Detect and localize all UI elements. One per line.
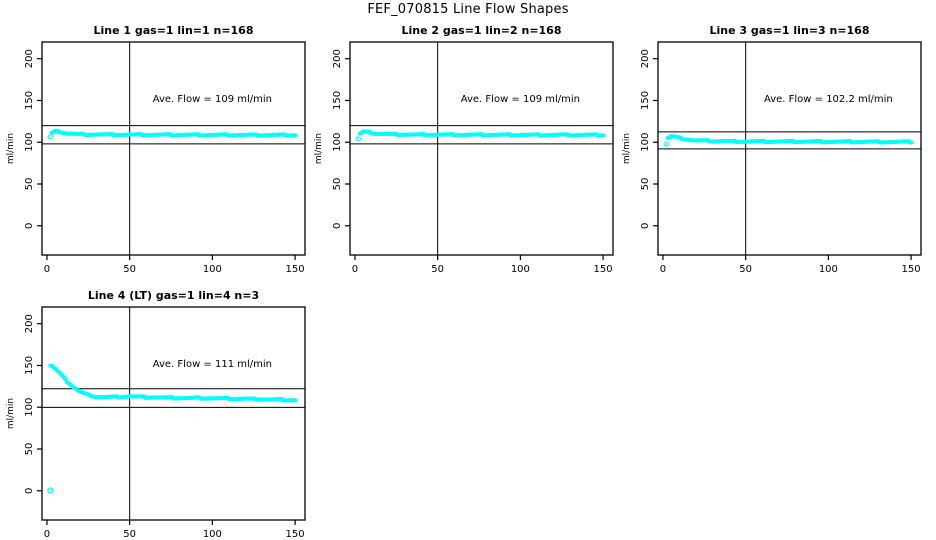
data-point	[293, 133, 298, 138]
y-tick-label: 50	[640, 178, 651, 191]
subplot-3: Line 3 gas=1 lin=3 n=168 0 50 100 150 0 50 100 1…	[616, 20, 926, 287]
subplot-title: Line 3 gas=1 lin=3 n=168	[709, 24, 869, 37]
x-tick-label: 100	[203, 264, 222, 275]
subplot-4: Line 4 (LT) gas=1 lin=4 n=3 0 50 100 150 0 50 1…	[0, 285, 310, 540]
data-point	[293, 398, 298, 403]
ave-flow-annotation: Ave. Flow = 102.2 ml/min	[764, 94, 893, 105]
ave-flow-annotation: Ave. Flow = 109 ml/min	[461, 94, 580, 105]
x-tick-label: 50	[739, 264, 752, 275]
subplot-title: Line 2 gas=1 lin=2 n=168	[401, 24, 561, 37]
y-axis-label: ml/min	[622, 133, 632, 164]
y-axis-label: ml/min	[314, 133, 324, 164]
plot-box	[41, 306, 306, 521]
data-point	[47, 134, 53, 140]
x-tick-label: 0	[352, 264, 358, 275]
y-tick-label: 100	[24, 398, 35, 417]
y-tick-label: 200	[24, 49, 35, 68]
x-tick-label: 100	[819, 264, 838, 275]
plot-box	[657, 41, 922, 256]
ave-flow-annotation: Ave. Flow = 109 ml/min	[153, 94, 272, 105]
figure-title: FEF_070815 Line Flow Shapes	[367, 2, 569, 17]
y-tick-label: 100	[640, 133, 651, 152]
y-tick-label: 0	[24, 223, 35, 229]
subplot-title: Line 1 gas=1 lin=1 n=168	[93, 24, 253, 37]
y-tick-label: 50	[24, 443, 35, 456]
subplot-1: Line 1 gas=1 lin=1 n=168 0 50 100 150 0 50 100 1…	[0, 20, 310, 287]
y-tick-label: 200	[332, 49, 343, 68]
y-tick-label: 100	[24, 133, 35, 152]
ave-flow-annotation: Ave. Flow = 111 ml/min	[153, 359, 272, 370]
x-tick-label: 150	[286, 529, 305, 540]
plot-box	[349, 41, 614, 256]
x-tick-label: 150	[594, 264, 613, 275]
y-tick-label: 0	[640, 223, 651, 229]
y-tick-label: 200	[24, 314, 35, 333]
x-tick-label: 150	[902, 264, 921, 275]
x-tick-label: 50	[431, 264, 444, 275]
x-tick-label: 0	[44, 264, 50, 275]
x-tick-label: 150	[286, 264, 305, 275]
subplot-canvas: Line 2 gas=1 lin=2 n=168 0 50 100 150 0 50 100 1…	[314, 24, 614, 275]
plot-box	[41, 41, 306, 256]
subplot-title: Line 4 (LT) gas=1 lin=4 n=3	[88, 289, 259, 302]
subplot-canvas: Line 4 (LT) gas=1 lin=4 n=3 0 50 100 150 0 50 1…	[6, 289, 306, 540]
subplot-2: Line 2 gas=1 lin=2 n=168 0 50 100 150 0 50 100 1…	[308, 20, 618, 287]
x-tick-label: 0	[44, 529, 50, 540]
x-tick-label: 50	[123, 529, 136, 540]
y-tick-label: 150	[640, 91, 651, 110]
y-tick-label: 150	[24, 356, 35, 375]
data-point	[663, 141, 669, 147]
outlier-point	[47, 487, 54, 494]
y-tick-label: 150	[24, 91, 35, 110]
x-tick-label: 0	[660, 264, 666, 275]
y-tick-label: 50	[332, 178, 343, 191]
y-axis-label: ml/min	[6, 133, 16, 164]
data-point	[601, 133, 606, 138]
y-tick-label: 0	[24, 488, 35, 494]
data-point	[909, 140, 914, 145]
x-tick-label: 50	[123, 264, 136, 275]
y-tick-label: 200	[640, 49, 651, 68]
data-point	[355, 136, 361, 142]
y-axis-label: ml/min	[6, 398, 16, 429]
x-tick-label: 100	[511, 264, 530, 275]
y-tick-label: 50	[24, 178, 35, 191]
x-tick-label: 100	[203, 529, 222, 540]
subplot-canvas: Line 1 gas=1 lin=1 n=168 0 50 100 150 0 50 100 1…	[6, 24, 306, 275]
subplot-canvas: Line 3 gas=1 lin=3 n=168 0 50 100 150 0 50 100 1…	[622, 24, 922, 275]
y-tick-label: 150	[332, 91, 343, 110]
y-tick-label: 0	[332, 223, 343, 229]
y-tick-label: 100	[332, 133, 343, 152]
